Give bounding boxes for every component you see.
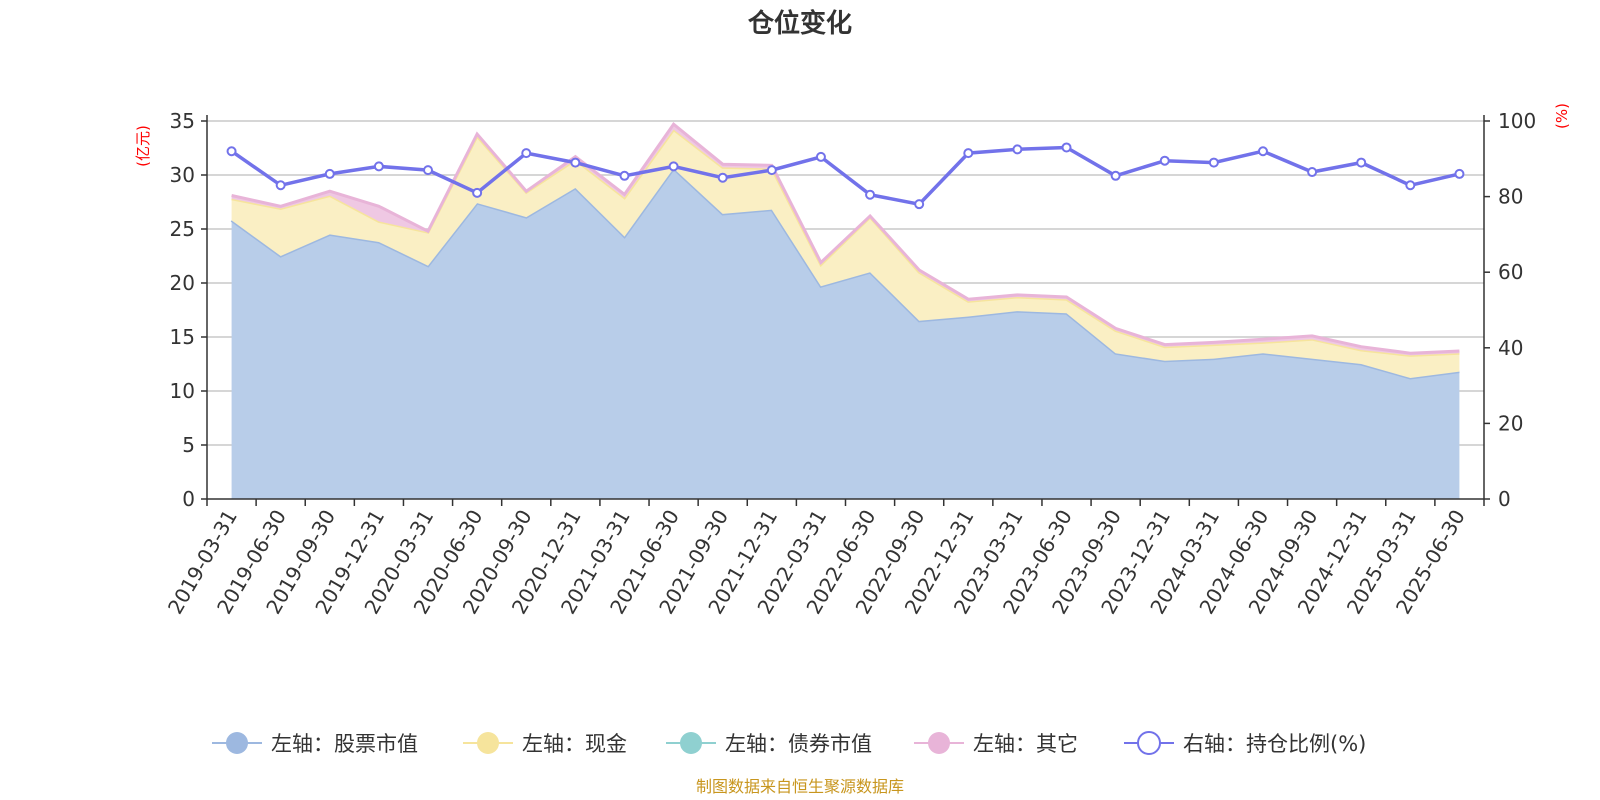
area-f6e49c	[231, 129, 1460, 378]
legend-swatch-marker	[680, 732, 702, 754]
ratio-point	[373, 161, 384, 172]
legend-label: 左轴：其它	[973, 732, 1078, 756]
right-axis-tick-label: 80	[1498, 185, 1523, 209]
left-axis-tick-label: 25	[170, 217, 195, 241]
left-axis-tick-label: 15	[170, 325, 195, 349]
area-9db8e0	[231, 168, 1460, 499]
ratio-point	[619, 170, 630, 181]
ratio-line-path	[230, 145, 1460, 207]
ratio-point	[226, 146, 237, 157]
ratio-point	[570, 157, 581, 168]
ratio-point	[1110, 170, 1121, 181]
data-source-footer: 制图数据来自恒生聚源数据库	[696, 777, 904, 796]
legend-label: 右轴：持仓比例(%)	[1183, 732, 1366, 756]
stacked-areas	[230, 122, 1460, 499]
left-axis-tick-label: 30	[170, 163, 195, 187]
ratio-point	[521, 148, 532, 159]
right-axis-tick-label: 40	[1498, 336, 1523, 360]
ratio-point	[1012, 144, 1023, 155]
chart-title: 仓位变化	[747, 8, 852, 39]
ratio-point	[1061, 142, 1072, 153]
legend-label: 左轴：现金	[522, 732, 627, 756]
ratio-point	[423, 165, 434, 176]
ratio-point	[472, 187, 483, 198]
right-axis-tick-label: 60	[1498, 260, 1523, 284]
ratio-point	[275, 180, 286, 191]
legend: 左轴：股票市值 左轴：现金 左轴：债券市值 左轴：其它 右轴：持仓比例(%)	[212, 731, 1366, 756]
left-axis-tick-label: 0	[182, 487, 195, 511]
ratio-point	[1307, 167, 1318, 178]
ratio-point	[865, 189, 876, 200]
legend-swatch-marker	[928, 732, 950, 754]
right-axis-tick-label: 100	[1498, 109, 1536, 133]
area-edge-e8b4d8	[231, 122, 1460, 355]
ratio-point	[914, 199, 925, 210]
legend-swatch-marker	[1137, 731, 1161, 755]
ratio-point	[717, 172, 728, 183]
ratio-point	[963, 148, 974, 159]
legend-label: 左轴：股票市值	[271, 732, 418, 756]
left-axis-tick-label: 20	[170, 271, 195, 295]
left-axis-tick-label: 35	[170, 109, 195, 133]
ratio-point	[668, 161, 679, 172]
ratio-point	[1257, 146, 1268, 157]
right-axis-tick-label: 20	[1498, 411, 1523, 435]
ratio-point	[766, 165, 777, 176]
right-axis-unit: (%)	[1553, 103, 1571, 129]
ratio-point	[1454, 168, 1465, 179]
ratio-point	[815, 151, 826, 162]
legend-swatch-marker	[226, 732, 248, 754]
ratio-point	[1356, 157, 1367, 168]
ratio-point	[324, 168, 335, 179]
left-axis-unit: (亿元)	[134, 125, 152, 167]
left-axis-tick-label: 5	[182, 433, 195, 457]
ratio-point	[1405, 180, 1416, 191]
ratio-point	[1208, 157, 1219, 168]
ratio-point	[1159, 155, 1170, 166]
right-axis-tick-label: 0	[1498, 487, 1511, 511]
legend-swatch-marker	[477, 732, 499, 754]
ratio-line	[226, 142, 1465, 210]
legend-label: 左轴：债券市值	[725, 732, 872, 756]
left-axis-tick-label: 10	[170, 379, 195, 403]
